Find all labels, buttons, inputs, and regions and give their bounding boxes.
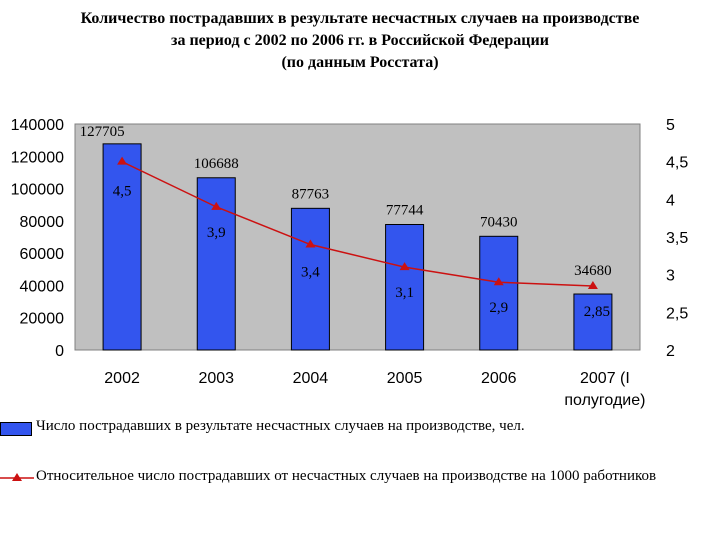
y-right-tick-3: 3,5 (666, 230, 688, 247)
x-tick-1-0: 2003 (198, 370, 234, 387)
line-point-1 (211, 201, 222, 210)
line-point-4 (493, 277, 504, 286)
bar-5 (573, 293, 613, 351)
x-tick-3-0: 2005 (387, 370, 423, 387)
bar-value-label-4: 70430 (480, 214, 518, 230)
legend-bar-swatch (0, 422, 32, 436)
title-line-1: Количество пострадавших в результате нес… (80, 10, 640, 27)
y-left-tick-3: 60000 (20, 246, 65, 263)
bar-value-label-0: 127705 (80, 124, 125, 140)
y-left-tick-4: 80000 (20, 214, 65, 231)
bar-value-label-1: 106688 (194, 156, 239, 172)
plot-area (74, 123, 641, 351)
y-right-tick-0: 2 (666, 343, 675, 360)
line-point-0 (117, 156, 128, 165)
bar-0 (102, 143, 142, 351)
line-series (121, 160, 593, 287)
bar-2 (290, 207, 330, 351)
bar-4 (479, 235, 519, 351)
y-left-tick-0: 0 (55, 343, 64, 360)
line-value-label-0: 4,5 (113, 184, 132, 200)
y-right-tick-4: 4 (666, 192, 675, 209)
bar-3 (385, 223, 425, 351)
bar-value-label-5: 34680 (574, 263, 612, 279)
line-value-label-4: 2,9 (489, 300, 508, 316)
y-right-tick-2: 3 (666, 268, 675, 285)
y-left-tick-6: 120000 (11, 149, 64, 166)
legend-line-label: Относительное число пострадавших от несч… (36, 468, 657, 484)
title-line-3: (по данным Росстата) (281, 54, 439, 71)
legend-bars: Число пострадавших в результате несчастн… (0, 418, 720, 442)
x-tick-2-0: 2004 (293, 370, 329, 387)
x-tick-5-1: полугодие) (564, 392, 645, 409)
bar-value-label-3: 77744 (386, 202, 424, 218)
line-value-label-1: 3,9 (207, 225, 226, 241)
line-value-label-2: 3,4 (301, 265, 320, 281)
y-right-tick-1: 2,5 (666, 305, 688, 322)
y-right-tick-5: 4,5 (666, 155, 688, 172)
x-tick-4-0: 2006 (481, 370, 517, 387)
title-line-2: за период с 2002 по 2006 гг. в Российско… (171, 32, 549, 49)
y-right-tick-6: 5 (666, 117, 675, 134)
x-tick-0-0: 2002 (104, 370, 140, 387)
line-point-3 (399, 262, 410, 271)
y-left-tick-1: 20000 (20, 311, 65, 328)
legend-bar-label: Число пострадавших в результате несчастн… (36, 418, 525, 434)
legend-line: Относительное число пострадавших от несч… (0, 468, 720, 492)
line-point-2 (305, 239, 316, 248)
line-value-label-5: 2,85 (584, 304, 610, 320)
line-value-label-3: 3,1 (395, 285, 414, 301)
legend-line-swatch (0, 473, 34, 481)
line-point-5 (587, 280, 598, 289)
y-left-tick-7: 140000 (11, 117, 64, 134)
chart: 127705 106688 87763 77744 70430 34680 4,5 3,9 3,… (11, 117, 689, 409)
x-tick-5-0: 2007 (I (580, 370, 630, 387)
bar-value-label-2: 87763 (292, 186, 330, 202)
chart-title: Количество пострадавших в результате нес… (0, 8, 720, 74)
y-left-tick-5: 100000 (11, 182, 64, 199)
y-left-tick-2: 40000 (20, 278, 65, 295)
